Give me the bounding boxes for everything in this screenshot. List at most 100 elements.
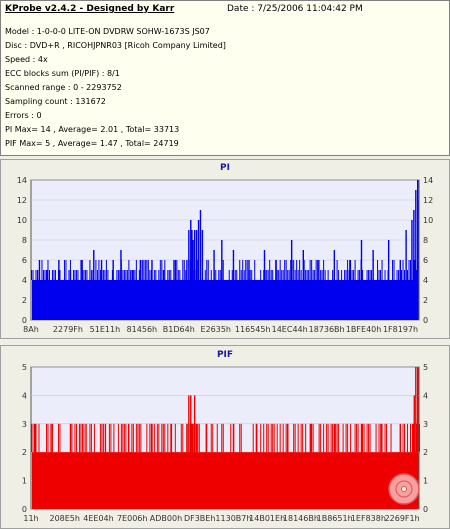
pi-spike xyxy=(65,260,67,280)
pi-spike xyxy=(287,270,289,280)
pif-xtick-label: 7E006h xyxy=(117,514,147,523)
ecc-line: ECC blocks sum (PI/PIF) : 8/1 xyxy=(5,69,120,78)
pif-spike xyxy=(369,423,371,453)
pif-spike xyxy=(162,423,164,453)
pi-spike xyxy=(353,270,355,280)
pi-spike xyxy=(219,270,221,280)
pif-spike xyxy=(309,423,311,453)
pif-bar xyxy=(69,423,72,509)
pi-bar xyxy=(139,260,142,320)
pif-spike xyxy=(357,423,359,453)
pif-bar xyxy=(380,423,382,509)
pif-spike xyxy=(164,423,166,453)
pi-spike xyxy=(147,260,149,280)
pi-chart-title: PI xyxy=(220,163,230,173)
pi-spike xyxy=(63,260,65,280)
pi-spike xyxy=(128,260,130,280)
pi-spike xyxy=(176,260,178,280)
pi-spike xyxy=(102,270,104,280)
pi-spike xyxy=(350,260,352,280)
pi-spike xyxy=(135,260,137,280)
pif-bar xyxy=(193,395,196,509)
pif-ytick-right: 4 xyxy=(423,391,428,400)
pif-spike xyxy=(197,423,199,453)
pif-spike xyxy=(285,423,287,453)
pif-ytick-left: 5 xyxy=(22,363,27,372)
pif-spike xyxy=(59,423,61,453)
pi-spike xyxy=(272,270,274,280)
pi-spike xyxy=(144,260,146,280)
pif-spike xyxy=(137,423,139,453)
pi-spike xyxy=(74,270,76,280)
pi-ytick-right: 14 xyxy=(423,176,433,185)
pi-xtick-label: 2279Fh xyxy=(53,325,83,334)
pi-spike xyxy=(105,260,107,280)
pi-xtick-label: E2635h xyxy=(201,325,231,334)
pi-bar xyxy=(191,230,193,320)
pi-spike xyxy=(129,270,131,280)
pif-spike xyxy=(294,423,296,453)
disc-logo-ring xyxy=(395,480,413,498)
pif-spike xyxy=(140,423,142,453)
pif-spike xyxy=(47,423,49,453)
pif-spike xyxy=(263,423,265,453)
pi-xtick-label: 81456h xyxy=(127,325,158,334)
pi-spike xyxy=(317,260,319,280)
pif-spike xyxy=(167,423,169,453)
pi-spike xyxy=(327,270,329,280)
pi-spike xyxy=(207,260,209,280)
pif-spike xyxy=(110,423,112,453)
pi-spike xyxy=(263,270,265,280)
pi-spike xyxy=(341,270,343,280)
pif-panel: PIF 0 0 1 1 2 2 3 3 4 4 5 5 11h 208E5h 4EE04h 7E006h ADB… xyxy=(0,345,450,529)
pi-spike xyxy=(86,270,88,280)
pi-spike xyxy=(315,260,317,280)
pi-spike xyxy=(161,260,163,280)
pi-bar xyxy=(46,270,48,320)
pif-ytick-right: 1 xyxy=(423,477,428,486)
pi-spike xyxy=(170,270,172,280)
pi-spike xyxy=(369,270,371,280)
pi-ytick-right: 4 xyxy=(423,276,428,285)
pi-spike xyxy=(132,270,134,280)
pi-bar xyxy=(186,260,188,320)
pi-spike xyxy=(345,270,347,280)
pi-spike xyxy=(197,260,199,280)
pi-bar xyxy=(232,250,235,320)
model-line: Model : 1-0-0-0 LITE-ON DVDRW SOHW-1673S… xyxy=(5,27,210,36)
pi-spike xyxy=(89,260,91,280)
pi-spike xyxy=(282,270,284,280)
pif-spike xyxy=(102,423,104,453)
pi-ytick-right: 8 xyxy=(423,236,428,245)
pi-ytick-left: 6 xyxy=(22,256,27,265)
pi-spike xyxy=(41,260,43,280)
pi-ytick-left: 14 xyxy=(17,176,27,185)
pi-bar xyxy=(248,260,250,320)
pif-spike xyxy=(90,423,92,453)
pi-spike xyxy=(167,270,169,280)
pif-spike xyxy=(350,423,352,453)
pi-spike xyxy=(357,270,359,280)
pif-spike xyxy=(342,423,344,453)
pif-spike xyxy=(123,423,125,453)
pi-spike xyxy=(284,260,286,280)
pi-spike xyxy=(371,270,373,280)
pif-spike xyxy=(131,423,133,453)
pif-spike xyxy=(347,423,349,453)
pi-spike xyxy=(44,270,46,280)
pi-spike xyxy=(303,260,305,280)
pif-spike xyxy=(31,423,32,453)
pif-spike xyxy=(81,423,83,453)
pif-ytick-right: 2 xyxy=(423,448,428,457)
pif-spike xyxy=(149,423,151,453)
pif-spike xyxy=(174,423,176,453)
pi-bar xyxy=(372,250,374,320)
pif-spike xyxy=(272,423,274,453)
pi-spike xyxy=(300,270,302,280)
pi-spike xyxy=(45,270,47,280)
pif-spike xyxy=(330,423,332,453)
pi-spike xyxy=(99,270,101,280)
pi-spike xyxy=(123,270,125,280)
pif-bar xyxy=(192,423,194,509)
pif-ytick-left: 0 xyxy=(22,505,27,514)
